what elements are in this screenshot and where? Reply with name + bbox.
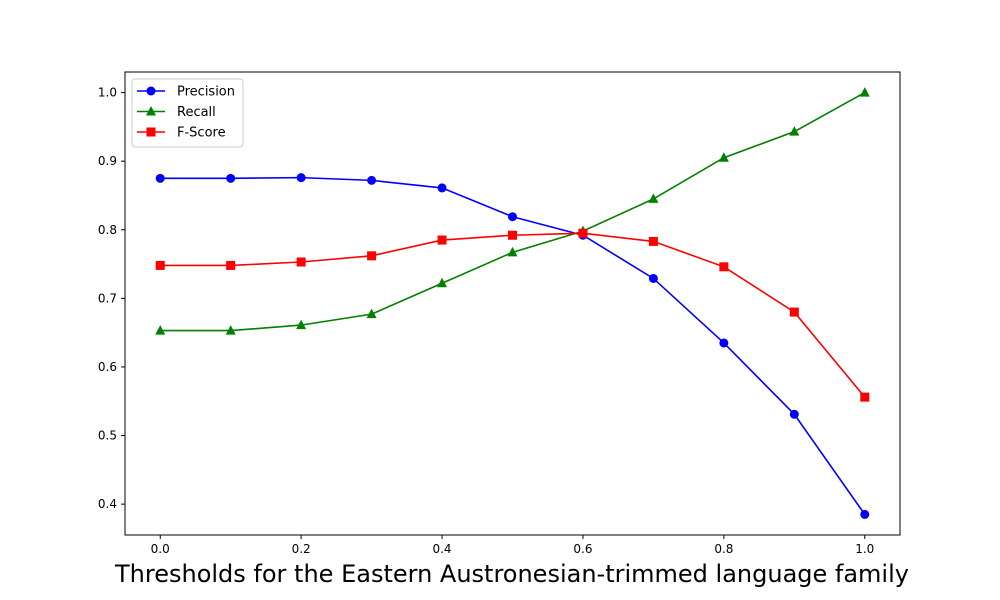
x-tick-label: 0.2 xyxy=(292,542,311,556)
precision-point xyxy=(789,409,799,419)
legend-box xyxy=(131,78,244,148)
x-axis-ticks: 0.0 0.2 0.4 0.6 0.8 1.0 xyxy=(151,535,874,556)
x-tick-label: 0.0 xyxy=(151,542,170,556)
f-score-point xyxy=(437,235,447,245)
recall-point xyxy=(366,308,377,319)
recall-point xyxy=(225,325,236,335)
f-score-point xyxy=(508,230,517,240)
legend-recall-marker xyxy=(146,106,156,116)
precision-point xyxy=(648,273,658,283)
legend-recall-label: Recall xyxy=(177,105,216,120)
legend-f-score-marker xyxy=(146,127,156,137)
f-score-point xyxy=(648,236,658,246)
y-tick-label: 1.0 xyxy=(98,86,117,100)
x-tick-label: 0.4 xyxy=(432,542,451,556)
precision-line xyxy=(160,176,866,515)
y-tick-label: 0.7 xyxy=(98,291,117,305)
precision-point xyxy=(719,338,729,348)
f-score-point xyxy=(226,260,236,270)
y-tick-label: 0.4 xyxy=(98,497,117,511)
series-markers xyxy=(155,87,870,519)
y-tick-label: 0.8 xyxy=(98,223,117,237)
recall-point xyxy=(859,87,870,97)
f-score-point xyxy=(719,262,729,272)
recall-point xyxy=(507,246,518,257)
y-tick-label: 0.6 xyxy=(98,360,117,374)
series-lines xyxy=(160,91,866,515)
x-tick-label: 0.6 xyxy=(573,542,592,556)
precision-point xyxy=(226,173,236,183)
precision-point xyxy=(367,175,377,185)
legend-f-score-label: F-Score xyxy=(177,126,226,141)
f-score-point xyxy=(296,257,306,267)
legend-precision-label: Precision xyxy=(177,85,235,100)
recall-point xyxy=(648,193,659,203)
recall-point xyxy=(718,152,729,162)
f-score-point xyxy=(860,392,870,402)
precision-point xyxy=(155,173,165,183)
x-tick-label: 1.0 xyxy=(855,542,874,556)
recall-point xyxy=(155,325,166,335)
recall-line xyxy=(160,91,866,332)
plot-area-frame xyxy=(124,71,901,536)
f-score-point xyxy=(367,251,377,261)
legend: Precision Recall F-Score xyxy=(131,78,244,148)
x-axis-label: Thresholds for the Eastern Austronesian-… xyxy=(114,560,909,588)
f-score-line xyxy=(160,232,866,398)
precision-point xyxy=(437,183,447,193)
y-tick-label: 0.9 xyxy=(98,154,117,168)
precision-point xyxy=(860,509,870,519)
legend-precision-marker xyxy=(146,86,156,96)
recall-point xyxy=(789,126,800,136)
y-tick-label: 0.5 xyxy=(98,429,117,443)
x-tick-label: 0.8 xyxy=(714,542,733,556)
precision-point xyxy=(508,212,517,222)
f-score-point xyxy=(578,228,588,238)
y-axis-ticks: 0.4 0.5 0.6 0.7 0.8 0.9 1.0 xyxy=(98,86,125,511)
f-score-point xyxy=(155,260,165,270)
f-score-point xyxy=(789,307,799,317)
recall-point xyxy=(437,277,448,288)
recall-point xyxy=(296,319,307,330)
precision-point xyxy=(296,173,306,183)
